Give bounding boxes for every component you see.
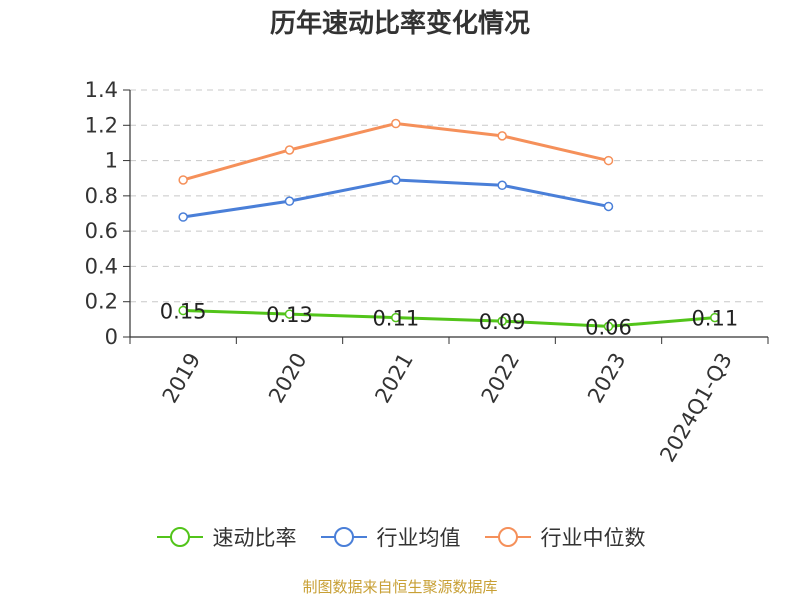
legend: 速动比率 行业均值 行业中位数: [0, 520, 800, 554]
data-label: 0.15: [160, 300, 207, 324]
y-tick-label: 0.6: [85, 219, 118, 243]
legend-line-marker-icon: [484, 527, 531, 547]
axes: 0 0.2 0.4 0.6 0.8 1 1.2 1.4 2019 2020 2021 2022 2023…: [85, 78, 769, 466]
chart-title: 历年速动比率变化情况: [269, 9, 530, 39]
x-tick-label: 2024Q1-Q3: [655, 349, 737, 466]
x-tick-label: 2021: [370, 349, 418, 407]
x-tick-label: 2019: [158, 349, 206, 407]
data-point: [178, 175, 188, 185]
y-tick-label: 0.4: [85, 254, 118, 278]
data-point: [497, 131, 507, 141]
data-point: [710, 312, 720, 323]
data-point: [284, 145, 295, 155]
grid-lines: [130, 89, 768, 303]
x-tick-label: 2023: [583, 349, 631, 407]
data-label: 0.11: [372, 307, 419, 331]
data-point: [603, 201, 614, 212]
y-tick-label: 0.2: [85, 290, 118, 314]
data-point: [603, 155, 614, 166]
data-label: 0.09: [479, 310, 526, 334]
series-line: [182, 122, 609, 182]
series-line: [183, 309, 715, 328]
y-tick-label: 1.2: [85, 113, 118, 137]
data-point: [497, 180, 507, 191]
series-group: [178, 118, 720, 332]
data-point: [391, 312, 401, 323]
legend-item: 行业中位数: [483, 522, 646, 552]
legend-item: 速动比率: [155, 522, 297, 552]
y-tick-label: 1.4: [85, 78, 118, 102]
data-point: [391, 118, 401, 129]
legend-item: 行业均值: [319, 522, 461, 552]
y-tick-label: 0.8: [85, 184, 118, 208]
legend-label: 速动比率: [212, 526, 297, 550]
data-point: [284, 309, 295, 319]
legend-label: 行业均值: [376, 526, 461, 550]
x-tick-label: 2020: [264, 349, 312, 407]
y-tick-label: 0: [105, 325, 118, 349]
data-point: [178, 212, 188, 222]
data-point: [284, 196, 295, 206]
legend-label: 行业中位数: [540, 526, 646, 550]
legend-line-marker-icon: [156, 527, 203, 547]
data-point: [497, 316, 507, 326]
data-point: [603, 321, 614, 332]
data-label: 0.06: [585, 315, 632, 339]
data-point: [391, 175, 401, 185]
series-line: [182, 178, 609, 219]
data-point: [178, 305, 188, 316]
y-tick-label: 1: [105, 149, 118, 173]
source-note: 制图数据来自恒生聚源数据库: [302, 578, 498, 596]
data-labels: 0.15 0.13 0.11 0.09 0.06 0.11: [160, 300, 738, 340]
data-label: 0.13: [266, 303, 313, 327]
data-label: 0.11: [691, 307, 738, 331]
x-tick-label: 2022: [477, 349, 525, 407]
legend-line-marker-icon: [320, 527, 367, 547]
